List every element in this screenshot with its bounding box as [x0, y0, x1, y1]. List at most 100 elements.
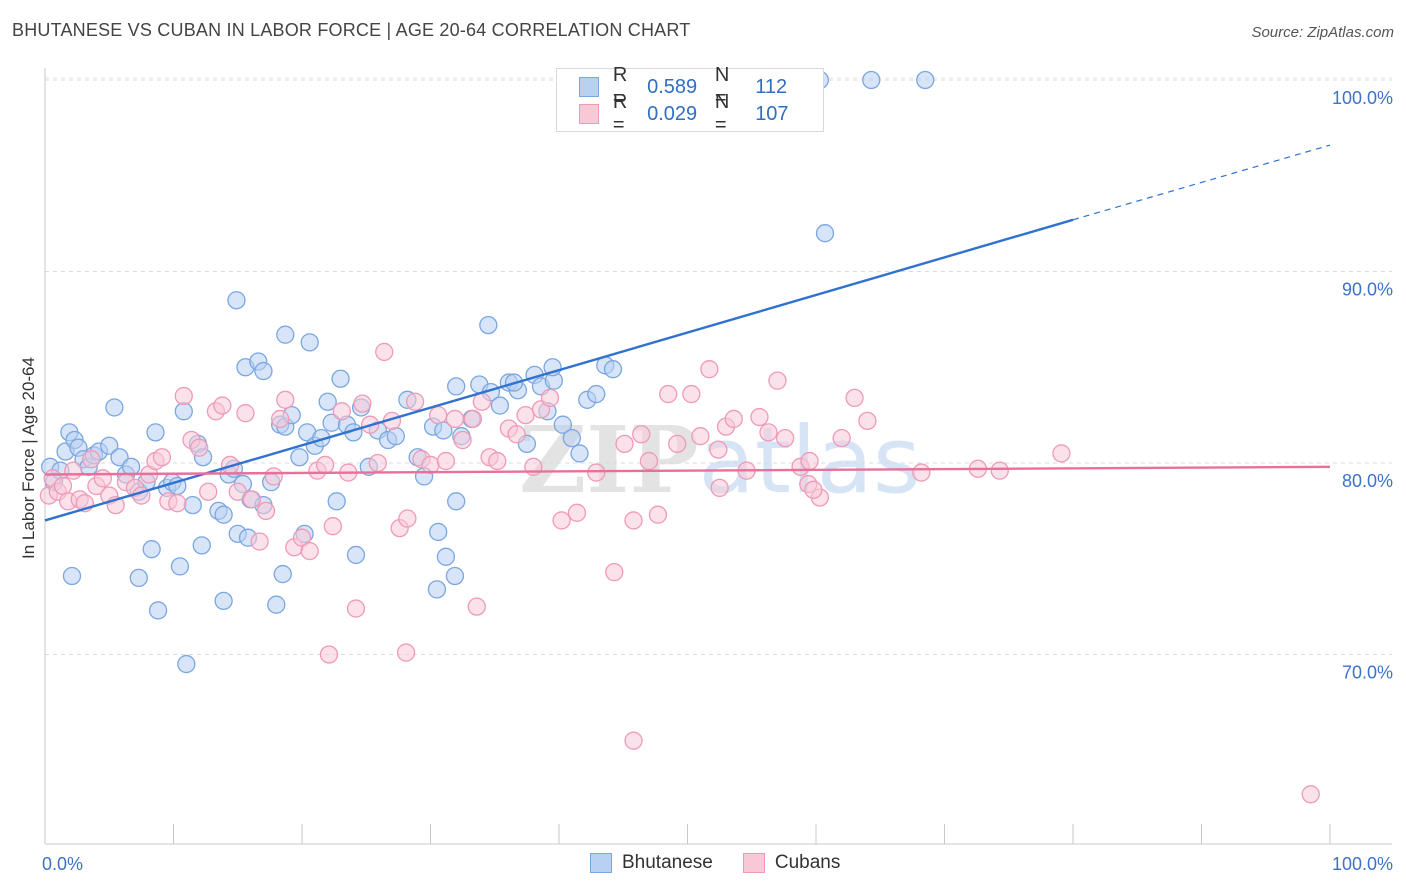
bhutanese-point	[227, 291, 246, 310]
cubans-point	[319, 645, 339, 664]
cubans-point	[776, 428, 795, 448]
cubans-point	[396, 643, 416, 662]
cubans-point	[472, 392, 492, 411]
cubans-trend-line	[44, 465, 1331, 476]
cubans-point	[639, 451, 659, 471]
bhutanese-point	[479, 315, 498, 335]
bhutanese-point	[815, 224, 835, 243]
bhutanese-point	[170, 557, 190, 576]
cubans-point	[858, 411, 877, 431]
cubans-point	[587, 463, 606, 482]
cubans-point	[276, 390, 295, 409]
x-tick-label: 100.0%	[1332, 854, 1393, 874]
y-tick-label: 80.0%	[1342, 471, 1393, 491]
bhutanese-point	[331, 369, 350, 388]
bhutanese-point	[174, 402, 193, 421]
cubans-point	[453, 430, 472, 450]
bhutanese-point	[267, 595, 286, 614]
series-name: Bhutanese	[622, 852, 713, 873]
bhutanese-point	[105, 398, 124, 417]
cubans-point	[429, 405, 448, 425]
bhutanese-point	[570, 444, 589, 463]
bhutanese-point	[192, 536, 211, 555]
y-tick-label: 70.0%	[1342, 663, 1393, 683]
legend-n-label: N =	[714, 64, 730, 109]
cubans-point	[228, 482, 247, 501]
legend-row-bhutanese: R = 0.589 N = 112	[579, 64, 823, 109]
bhutanese-point	[916, 70, 935, 90]
cubans-point	[213, 396, 232, 415]
cubans-point	[421, 455, 440, 475]
cubans-point	[1301, 785, 1320, 804]
legend-r-label: R =	[612, 91, 628, 136]
bhutanese-point	[562, 428, 581, 448]
cubans-point	[724, 409, 743, 429]
cubans-point	[488, 451, 507, 471]
cubans-point	[1052, 444, 1071, 463]
bhutanese-swatch	[590, 853, 612, 873]
x-tick-label: 0.0%	[42, 854, 83, 874]
bhutanese-point	[183, 495, 202, 515]
cubans-point	[709, 440, 728, 459]
bhutanese-point	[100, 436, 119, 455]
cubans-point	[800, 451, 819, 471]
bhutanese-point	[276, 325, 295, 344]
bhutanese-point	[429, 522, 448, 542]
cubans-point	[624, 731, 643, 750]
series-legend-bhutanese: Bhutanese	[590, 852, 713, 874]
bhutanese-point	[146, 423, 165, 442]
cubans-point	[332, 402, 351, 421]
bhutanese-point	[445, 566, 465, 586]
cubans-point	[242, 490, 262, 509]
cubans-point	[615, 434, 634, 454]
bhutanese-point	[273, 564, 292, 584]
series-legend: Bhutanese Cubans	[590, 852, 870, 874]
legend-r-value: 0.029	[647, 102, 698, 125]
bhutanese-point	[327, 492, 346, 511]
legend-row-cubans: R = 0.029 N = 107	[579, 91, 823, 136]
cubans-point	[368, 453, 387, 473]
legend-n-label: N =	[714, 91, 730, 136]
y-tick-label: 90.0%	[1342, 280, 1393, 300]
chart-title: BHUTANESE VS CUBAN IN LABOR FORCE | AGE …	[12, 20, 691, 40]
bhutanese-point	[177, 654, 196, 674]
cubans-point	[436, 451, 456, 471]
bhutanese-point	[254, 361, 273, 381]
cubans-point	[300, 541, 319, 561]
cubans-point	[659, 384, 678, 404]
source-label: Source: ZipAtlas.com	[1251, 24, 1394, 41]
cubans-point	[190, 438, 209, 457]
bhutanese-point	[436, 547, 456, 566]
cubans-point	[168, 494, 187, 513]
bhutanese-point	[447, 492, 466, 511]
bhutanese-point	[300, 333, 319, 352]
bhutanese-point	[290, 448, 309, 467]
cubans-point	[768, 371, 787, 390]
cubans-point	[463, 409, 483, 429]
bhutanese-point	[142, 540, 161, 559]
series-name: Cubans	[774, 852, 841, 873]
series-legend-cubans: Cubans	[742, 852, 841, 874]
cubans-point	[353, 394, 372, 413]
cubans-point	[315, 455, 335, 475]
bhutanese-point	[553, 415, 573, 434]
cubans-point	[710, 478, 729, 498]
cubans-swatch	[579, 104, 599, 124]
cubans-point	[552, 511, 571, 530]
cubans-point	[691, 427, 710, 446]
bhutanese-point	[587, 384, 606, 404]
cubans-point	[648, 505, 668, 524]
bhutanese-point	[447, 377, 466, 396]
cubans-point	[405, 392, 425, 411]
cubans-point	[700, 360, 719, 379]
bhutanese-trend-line	[44, 218, 1074, 522]
cubans-point	[271, 409, 290, 429]
cubans-point	[804, 480, 823, 499]
correlation-legend: R = 0.589 N = 112 R = 0.029 N = 107	[556, 64, 824, 136]
cubans-point	[250, 532, 269, 551]
cubans-point	[912, 463, 931, 482]
legend-r-label: R =	[612, 64, 628, 109]
cubans-point	[256, 501, 276, 521]
cubans-point	[264, 467, 283, 486]
bhutanese-point	[62, 566, 82, 586]
